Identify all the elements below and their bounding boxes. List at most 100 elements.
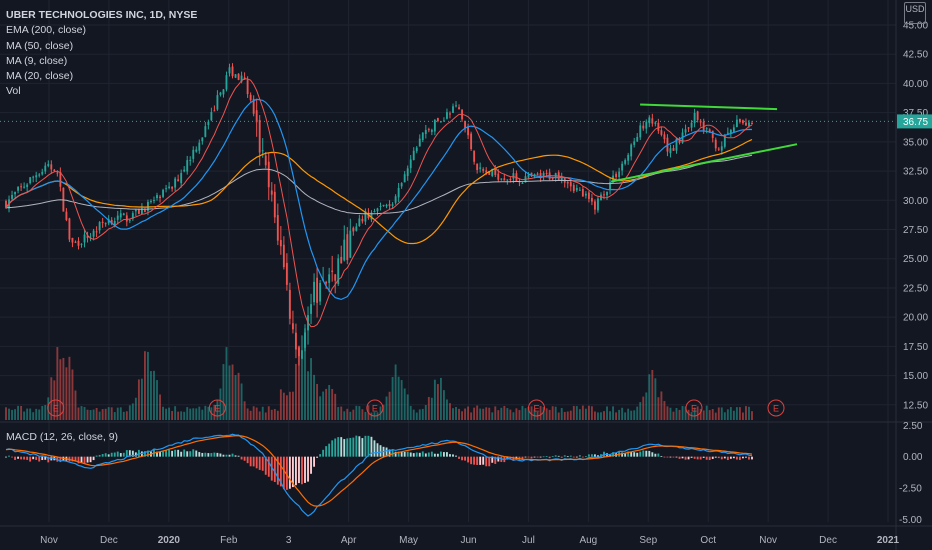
candle-body bbox=[385, 204, 388, 207]
candle-body bbox=[512, 173, 515, 179]
volume-bar bbox=[436, 384, 439, 420]
legend-ema200[interactable]: EMA (200, close) bbox=[6, 24, 86, 37]
time-axis-label: Sep bbox=[639, 535, 657, 546]
macd-histogram-bar bbox=[485, 456, 488, 467]
macd-histogram-bar bbox=[325, 446, 328, 457]
volume-bar bbox=[23, 411, 26, 420]
volume-bar bbox=[590, 406, 593, 420]
candle-body bbox=[41, 171, 44, 175]
candle-body bbox=[705, 128, 708, 130]
volume-bar bbox=[47, 397, 50, 420]
ma-20-line bbox=[5, 98, 753, 301]
macd-histogram-bar bbox=[258, 456, 261, 470]
candle-body bbox=[542, 172, 545, 177]
time-axis-label: Nov bbox=[759, 535, 777, 546]
candle-body bbox=[497, 173, 500, 180]
macd-histogram-bar bbox=[433, 453, 436, 457]
candle-body bbox=[708, 129, 711, 133]
candle-body bbox=[630, 144, 633, 157]
volume-bar bbox=[473, 407, 476, 420]
volume-bar bbox=[527, 406, 530, 420]
macd-histogram-bar bbox=[147, 450, 149, 457]
legend-ma20[interactable]: MA (20, close) bbox=[6, 70, 74, 83]
volume-bar bbox=[168, 407, 171, 420]
candle-body bbox=[545, 172, 548, 174]
candle-body bbox=[711, 130, 714, 138]
macd-histogram-bar bbox=[20, 456, 23, 460]
indicator-legend: UBER TECHNOLOGIES INC, 1D, NYSE EMA (200… bbox=[6, 8, 197, 100]
macd-histogram-bar bbox=[134, 452, 137, 457]
volume-bar bbox=[672, 411, 675, 420]
macd-histogram-bar bbox=[449, 454, 451, 457]
macd-histogram-bar bbox=[186, 451, 189, 457]
volume-bar bbox=[587, 405, 590, 420]
volume-bar bbox=[642, 396, 645, 420]
volume-bar bbox=[609, 411, 611, 420]
legend-volume[interactable]: Vol bbox=[6, 85, 21, 98]
candle-body bbox=[258, 119, 261, 153]
macd-legend[interactable]: MACD (12, 26, close, 9) bbox=[6, 431, 119, 443]
candle-body bbox=[295, 332, 297, 350]
candle-body bbox=[243, 77, 246, 79]
macd-histogram-bar bbox=[222, 454, 225, 457]
last-price-label: 36.75 bbox=[903, 117, 928, 128]
macd-histogram-bar bbox=[328, 443, 331, 457]
candle-body bbox=[44, 165, 47, 172]
macd-histogram-bar bbox=[491, 456, 494, 463]
candle-body bbox=[150, 201, 152, 203]
candle-body bbox=[234, 74, 237, 78]
candle-body bbox=[560, 177, 563, 181]
volume-bar bbox=[566, 411, 569, 420]
candle-body bbox=[436, 118, 439, 121]
candle-body bbox=[325, 281, 328, 284]
candle-body bbox=[615, 173, 618, 178]
legend-ma50[interactable]: MA (50, close) bbox=[6, 39, 74, 52]
volume-bar bbox=[291, 391, 294, 420]
candle-body bbox=[624, 160, 627, 164]
macd-histogram-bar bbox=[5, 456, 7, 458]
symbol-title[interactable]: UBER TECHNOLOGIES INC, 1D, NYSE bbox=[6, 9, 198, 21]
macd-histogram-bar bbox=[343, 439, 346, 457]
volume-bar bbox=[666, 406, 669, 420]
candle-body bbox=[17, 186, 20, 191]
volume-bar bbox=[35, 408, 38, 420]
candle-body bbox=[95, 231, 98, 233]
candle-body bbox=[228, 67, 231, 74]
volume-bar bbox=[603, 411, 605, 420]
macd-histogram-bar bbox=[684, 456, 687, 460]
macd-histogram-bar bbox=[243, 456, 246, 461]
candle-body bbox=[479, 167, 482, 169]
candle-body bbox=[171, 187, 174, 189]
volume-bar bbox=[430, 397, 433, 420]
candle-body bbox=[5, 201, 7, 208]
volume-bar bbox=[165, 408, 168, 420]
macd-histogram-bar bbox=[439, 451, 442, 457]
macd-histogram-bar bbox=[554, 455, 557, 457]
macd-histogram-bar bbox=[310, 456, 312, 474]
volume-bar bbox=[243, 401, 246, 420]
legend-ma9[interactable]: MA (9, close) bbox=[6, 54, 68, 67]
macd-histogram-bar bbox=[751, 456, 753, 460]
macd-histogram-bar bbox=[291, 456, 294, 488]
volume-bar bbox=[334, 393, 337, 420]
volume-bar bbox=[264, 412, 267, 420]
candle-body bbox=[675, 138, 678, 151]
time-axis-label: Jul bbox=[522, 535, 535, 546]
time-axis-label: Dec bbox=[100, 535, 118, 546]
volume-bar bbox=[406, 394, 409, 420]
macd-histogram bbox=[5, 435, 753, 490]
candle-body bbox=[443, 120, 445, 122]
candle-body bbox=[397, 187, 400, 198]
volume-bar bbox=[147, 351, 149, 420]
candle-body bbox=[35, 175, 38, 178]
currency-badge[interactable]: USD bbox=[904, 2, 926, 24]
macd-histogram-bar bbox=[210, 453, 213, 457]
macd-histogram-bar bbox=[379, 445, 382, 457]
volume-bar bbox=[125, 411, 128, 420]
macd-histogram-bar bbox=[590, 454, 593, 457]
macd-histogram-bar bbox=[681, 456, 684, 459]
price-tick-label: 35.00 bbox=[903, 137, 928, 148]
macd-histogram-bar bbox=[563, 455, 566, 457]
volume-bar bbox=[174, 406, 177, 420]
